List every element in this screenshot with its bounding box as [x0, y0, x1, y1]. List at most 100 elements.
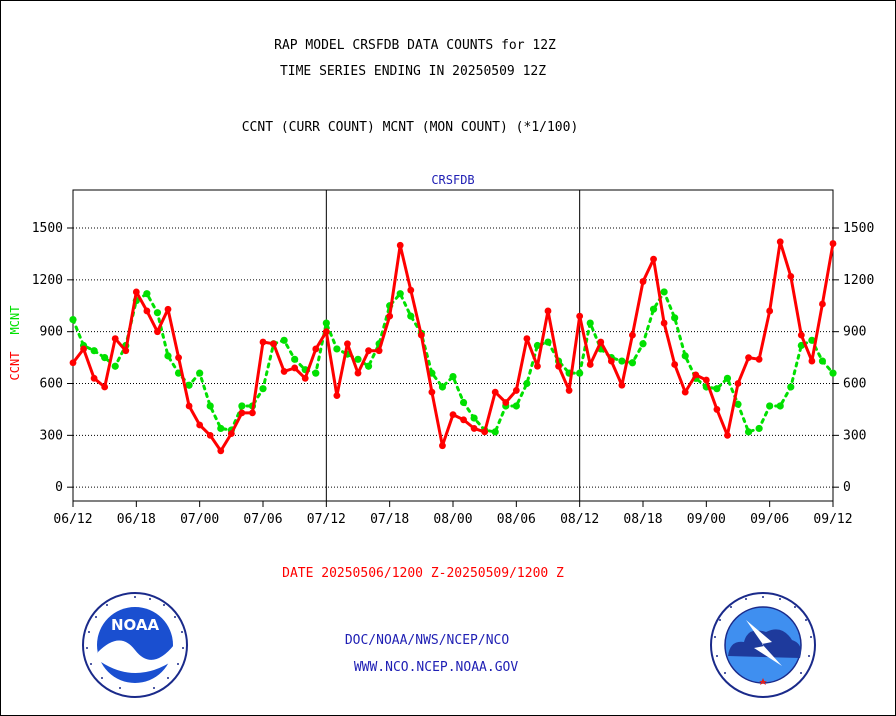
- x-tick-label: 07/18: [370, 512, 409, 527]
- data-point-mcnt: [101, 353, 109, 362]
- chart-title: CRSFDB: [431, 173, 474, 187]
- y-axis-label-mcnt: MCNT: [8, 306, 22, 335]
- data-point-mcnt: [164, 352, 172, 360]
- data-point-mcnt: [533, 341, 542, 350]
- data-point-ccnt: [439, 442, 446, 450]
- data-point-mcnt: [576, 369, 584, 377]
- data-point-ccnt: [111, 335, 119, 342]
- data-point-mcnt: [396, 290, 404, 298]
- data-point-ccnt: [238, 409, 246, 417]
- data-point-ccnt: [185, 402, 193, 410]
- data-point-mcnt: [512, 402, 520, 410]
- nws-ring-dots: [714, 596, 812, 674]
- data-point-ccnt: [365, 347, 372, 355]
- data-point-ccnt: [755, 355, 763, 363]
- data-point-mcnt: [787, 383, 795, 391]
- data-point-mcnt: [808, 336, 816, 344]
- data-point-mcnt: [143, 290, 151, 298]
- data-point-mcnt: [407, 312, 415, 320]
- data-point-mcnt: [90, 347, 98, 355]
- nws-logo-star: [759, 678, 767, 685]
- data-point-ccnt: [386, 312, 394, 320]
- data-point-ccnt: [618, 381, 626, 389]
- data-point-ccnt: [101, 383, 109, 391]
- plot-frame: [72, 189, 834, 502]
- y-tick-label-left: 600: [40, 377, 63, 392]
- data-point-ccnt: [354, 369, 362, 377]
- data-point-ccnt: [375, 347, 383, 355]
- data-point-ccnt: [576, 312, 584, 320]
- data-point-ccnt: [797, 331, 805, 339]
- footer-org-path: DOC/NOAA/NWS/NCEP/NCO: [344, 633, 510, 648]
- data-point-ccnt: [713, 406, 721, 413]
- data-point-ccnt: [259, 338, 267, 346]
- x-axis-date-label: DATE 20250506/1200 Z-20250509/1200 Z: [282, 566, 564, 581]
- data-point-mcnt: [322, 319, 330, 327]
- data-point-ccnt: [80, 345, 87, 353]
- data-point-ccnt: [523, 335, 531, 342]
- data-point-ccnt: [280, 368, 288, 375]
- data-point-mcnt: [723, 374, 732, 382]
- data-point-mcnt: [312, 369, 320, 377]
- x-tick-label: 07/12: [307, 512, 346, 527]
- data-point-ccnt: [227, 430, 235, 438]
- data-point-mcnt: [470, 414, 478, 422]
- y-axis-label-ccnt: CCNT: [8, 352, 22, 381]
- x-tick-label: 08/18: [623, 512, 662, 527]
- data-point-ccnt: [702, 376, 710, 384]
- data-point-mcnt: [681, 352, 689, 360]
- data-point-mcnt: [291, 355, 299, 363]
- data-point-ccnt: [734, 380, 742, 387]
- data-point-mcnt: [449, 373, 457, 381]
- data-point-mcnt: [755, 424, 763, 433]
- data-point-ccnt: [681, 388, 689, 396]
- data-point-mcnt: [544, 338, 552, 346]
- data-point-mcnt: [523, 379, 531, 388]
- data-point-ccnt: [660, 319, 668, 327]
- data-point-ccnt: [154, 328, 161, 336]
- y-tick-label-left: 900: [40, 325, 63, 340]
- data-point-ccnt: [808, 357, 816, 365]
- data-point-ccnt: [766, 307, 774, 315]
- x-tick-label: 06/18: [117, 512, 156, 527]
- x-tick-label: 06/12: [53, 512, 92, 527]
- data-point-ccnt: [502, 399, 510, 406]
- footer-website[interactable]: WWW.NCO.NCEP.NOAA.GOV: [353, 660, 519, 675]
- data-point-ccnt: [417, 331, 425, 339]
- noaa-logo-bird: [98, 640, 174, 673]
- data-point-ccnt: [344, 340, 351, 348]
- y-tick-label-left: 300: [40, 428, 63, 443]
- data-point-ccnt: [122, 347, 130, 355]
- y-tick-label-left: 1200: [32, 273, 63, 288]
- data-point-mcnt: [660, 288, 668, 296]
- data-point-ccnt: [586, 361, 594, 368]
- x-tick-label: 07/06: [243, 512, 282, 527]
- data-point-ccnt: [90, 374, 98, 382]
- data-point-ccnt: [650, 255, 657, 263]
- data-point-ccnt: [270, 340, 277, 348]
- header-title-line1: RAP MODEL CRSFDB DATA COUNTS for 12Z: [274, 38, 556, 53]
- data-point-ccnt: [143, 307, 151, 315]
- y-tick-label-right: 1500: [843, 221, 874, 236]
- data-point-ccnt: [692, 371, 700, 379]
- x-tick-label: 08/06: [497, 512, 536, 527]
- data-point-ccnt: [460, 416, 467, 424]
- data-point-ccnt: [175, 354, 182, 361]
- data-point-ccnt: [249, 409, 256, 417]
- x-tick-label: 08/12: [560, 512, 599, 527]
- data-point-mcnt: [671, 314, 679, 322]
- data-point-ccnt: [291, 364, 299, 372]
- data-point-mcnt: [153, 309, 162, 317]
- data-point-mcnt: [438, 383, 447, 391]
- data-point-ccnt: [333, 392, 341, 400]
- noaa-logo: NOAA: [82, 592, 188, 698]
- data-point-ccnt: [407, 286, 415, 294]
- data-point-mcnt: [744, 428, 753, 436]
- x-tick-label: 09/06: [750, 512, 789, 527]
- data-point-ccnt: [639, 278, 647, 285]
- data-point-ccnt: [555, 362, 562, 370]
- data-point-mcnt: [829, 369, 837, 377]
- data-point-mcnt: [333, 345, 341, 353]
- header-subtitle: CCNT (CURR COUNT) MCNT (MON COUNT) (*1/1…: [241, 120, 579, 135]
